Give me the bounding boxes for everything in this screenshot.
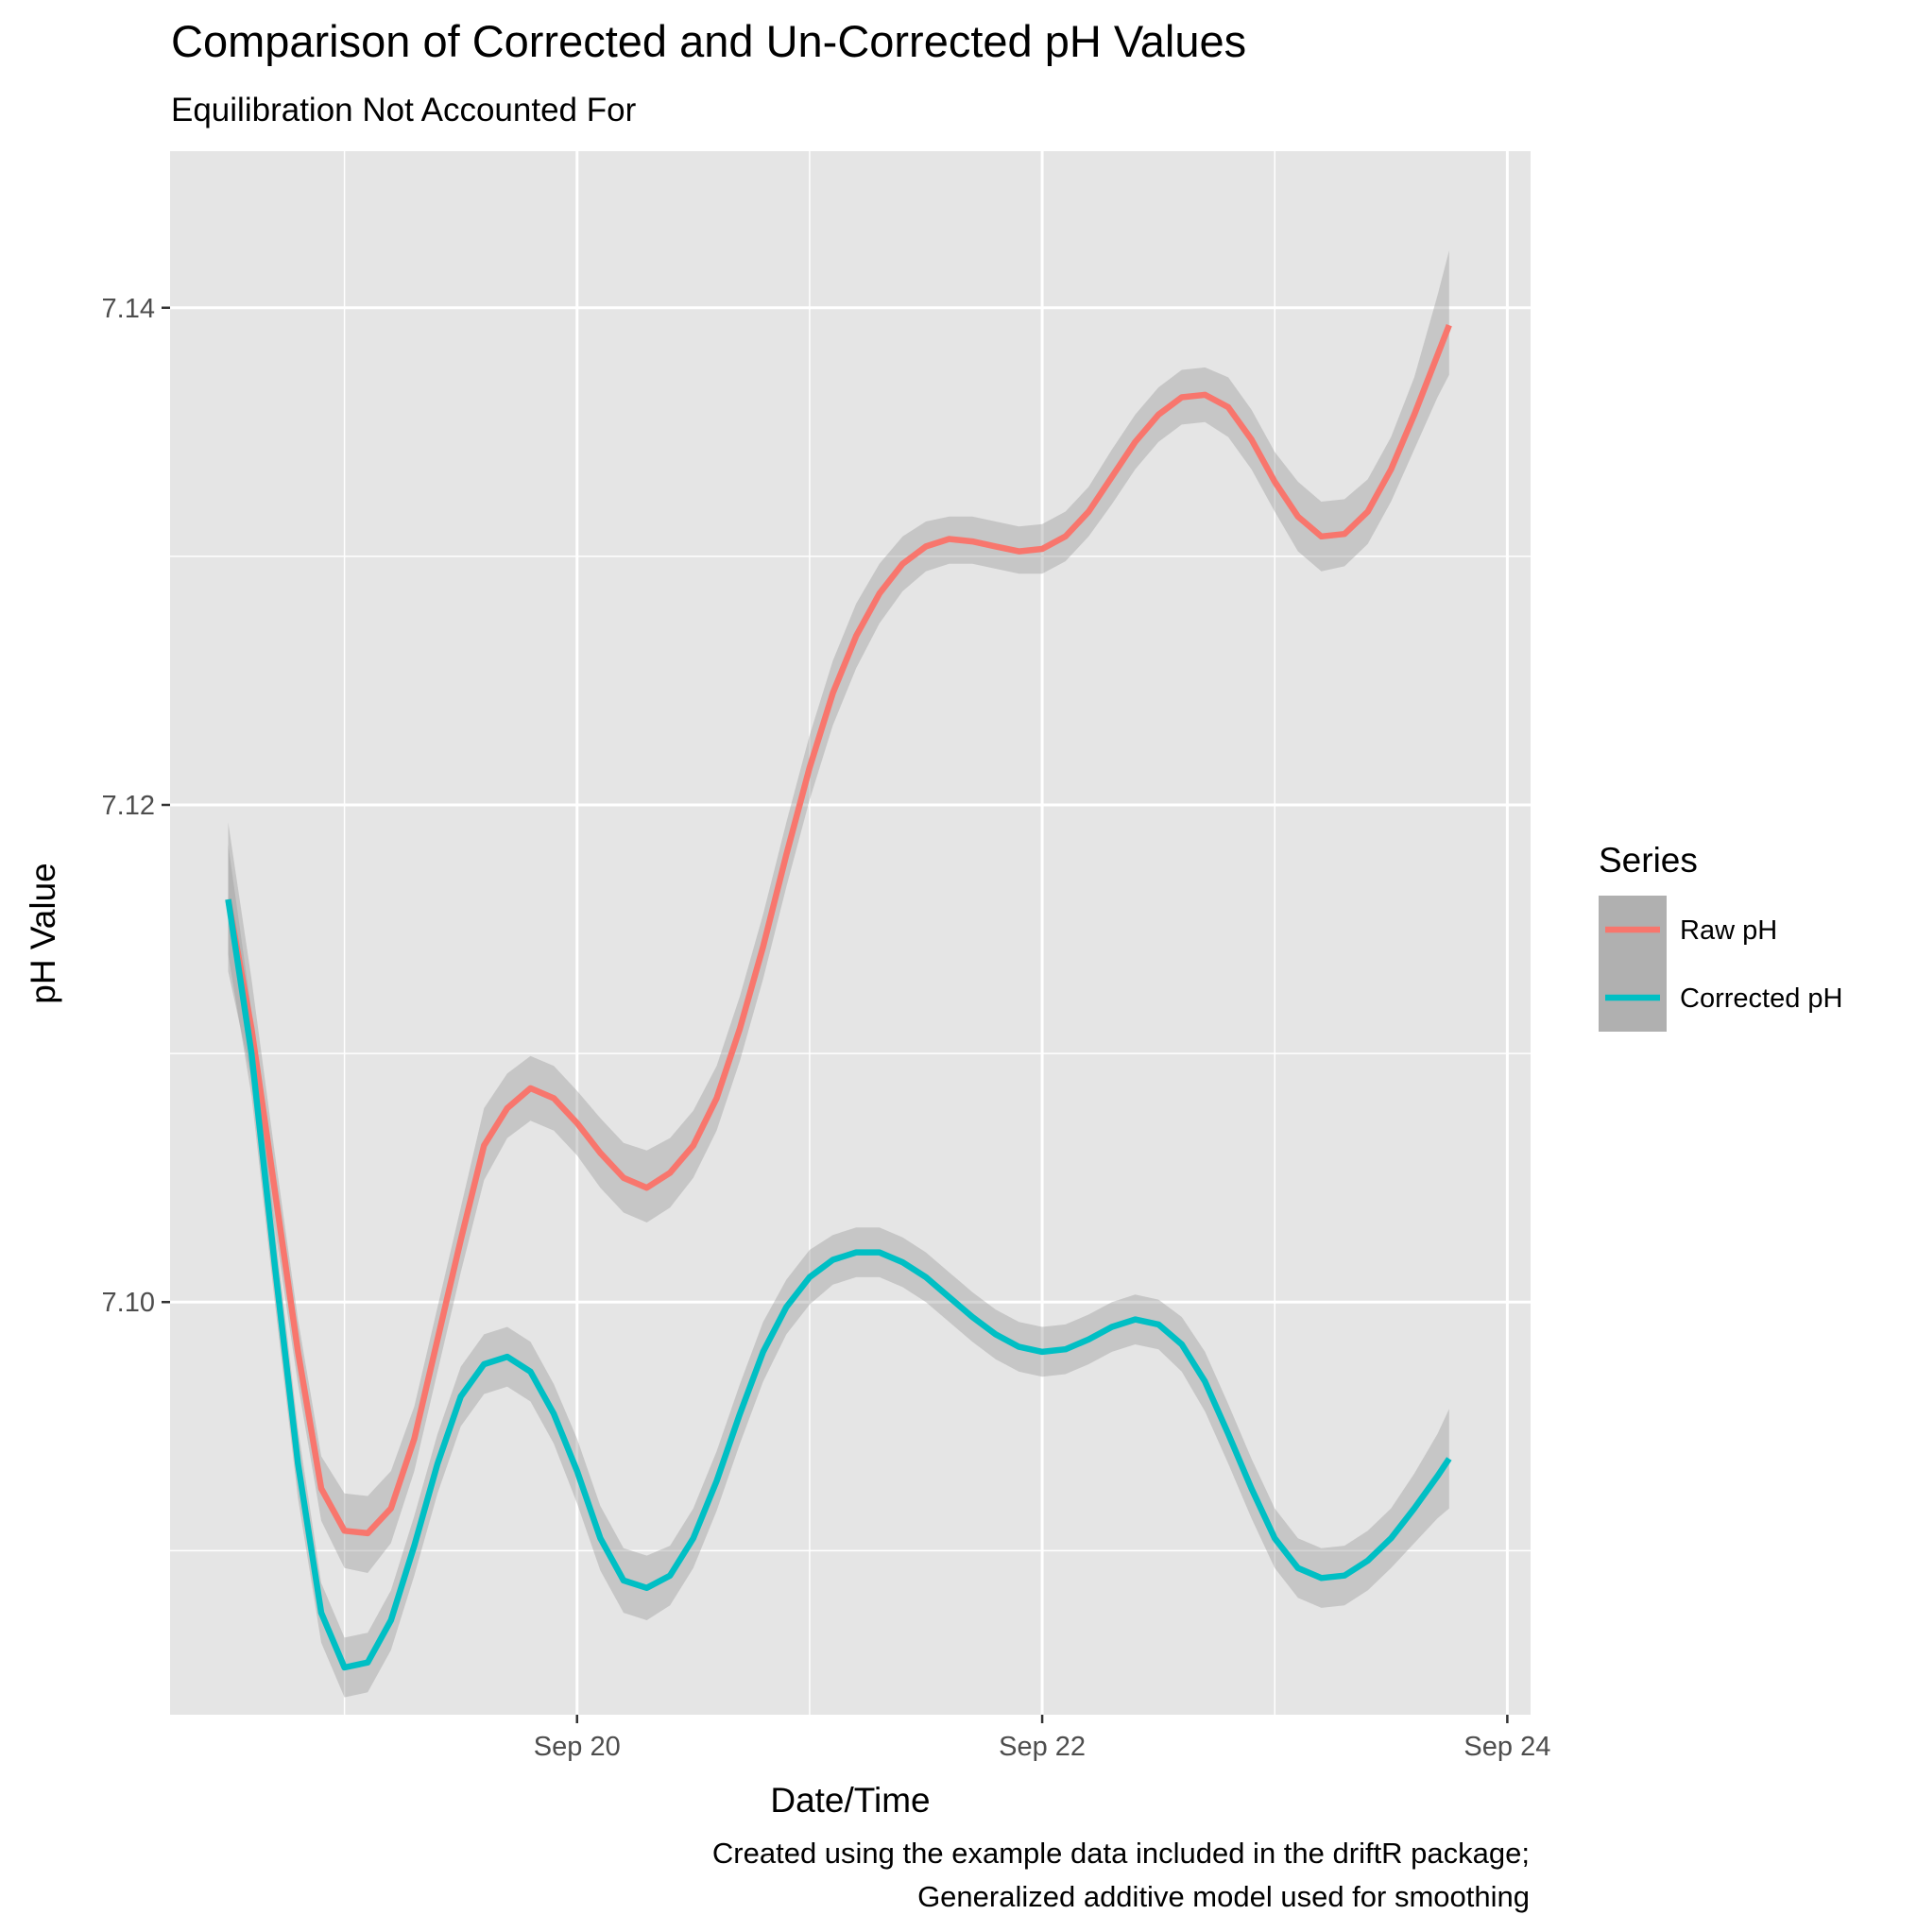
x-tick-label: Sep 20 (534, 1732, 621, 1762)
ribbon-series-1 (228, 845, 1449, 1698)
x-axis-label: Date/Time (770, 1781, 930, 1820)
y-tick-label: 7.14 (102, 294, 155, 324)
legend-label: Raw pH (1680, 915, 1777, 946)
chart-title: Comparison of Corrected and Un-Corrected… (171, 16, 1246, 66)
legend: Series Raw pH Corrected pH (1599, 841, 1842, 1032)
chart-subtitle: Equilibration Not Accounted For (171, 92, 637, 128)
legend-title: Series (1599, 841, 1698, 880)
plot-panel (170, 151, 1531, 1715)
x-tick-label: Sep 22 (999, 1732, 1086, 1762)
caption-line-2: Generalized additive model used for smoo… (917, 1880, 1530, 1913)
confidence-ribbons (228, 250, 1449, 1698)
y-tick-label: 7.10 (102, 1288, 155, 1318)
y-axis-label: pH Value (24, 863, 62, 1003)
legend-items: Raw pH Corrected pH (1599, 896, 1842, 1032)
caption-line-1: Created using the example data included … (712, 1837, 1530, 1870)
x-tick-label: Sep 24 (1463, 1732, 1550, 1762)
series-line-0 (225, 324, 1452, 1537)
legend-label: Corrected pH (1680, 983, 1842, 1014)
y-tick-label: 7.12 (102, 791, 155, 821)
series-line-1 (225, 898, 1452, 1671)
axes: 7.10 7.12 7.14 Sep 20 Sep 22 Sep 24 (102, 294, 1551, 1762)
series-lines (225, 324, 1452, 1671)
grid-lines (170, 151, 1531, 1715)
